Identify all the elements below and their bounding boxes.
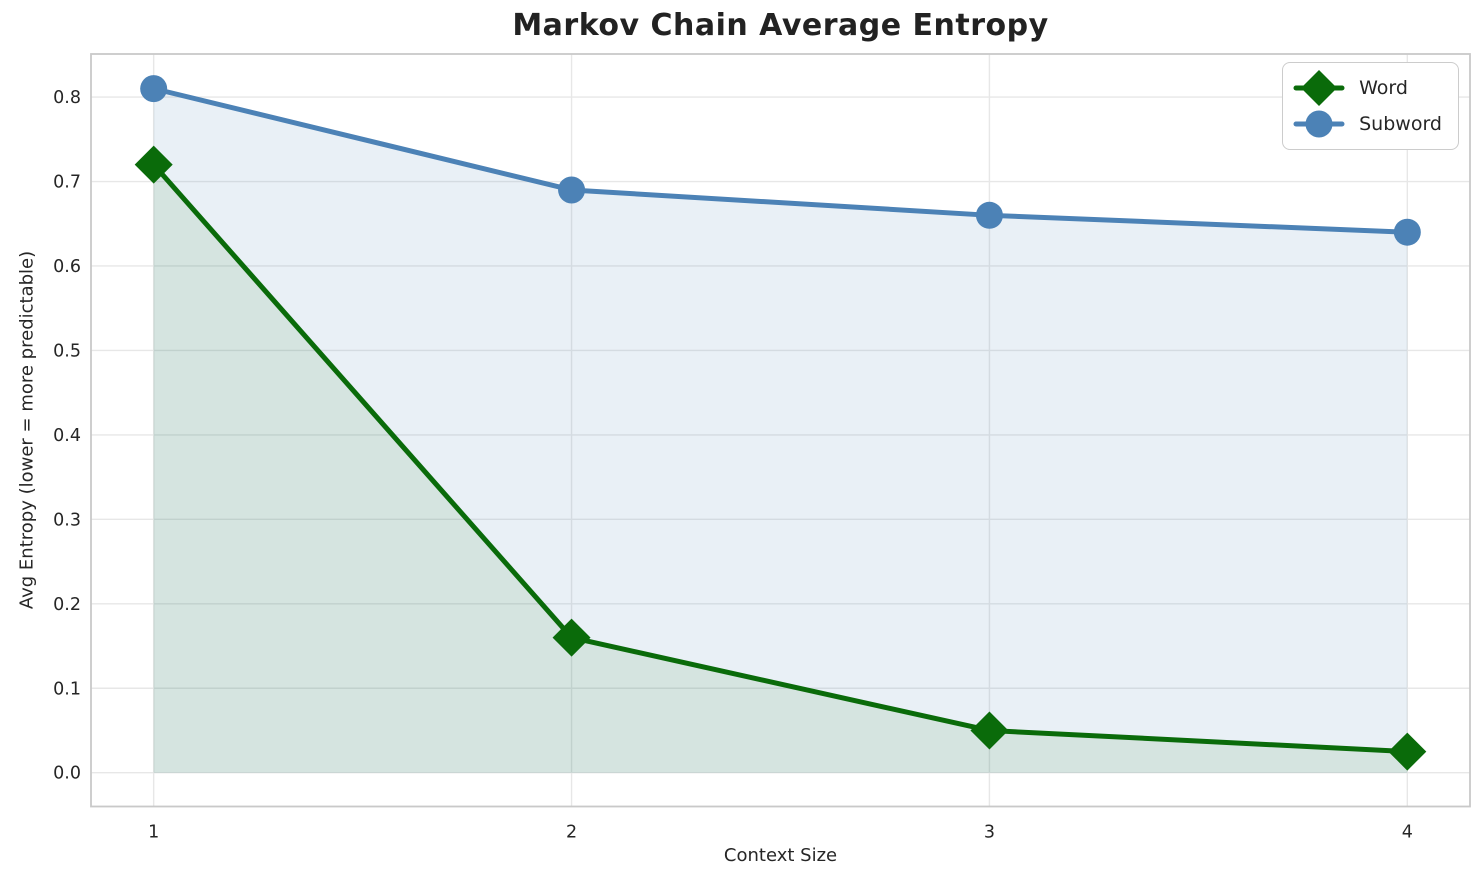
legend-label-word: Word — [1359, 77, 1408, 99]
marker-word-4 — [1388, 732, 1427, 771]
axes-spines — [90, 53, 1471, 808]
series-subword-line — [151, 86, 1410, 235]
legend-item-word: Word — [1293, 70, 1442, 106]
legend: Word Subword — [1282, 62, 1459, 150]
tick-label-x-1: 1 — [148, 823, 159, 843]
word-diamond-icon — [1293, 70, 1345, 106]
x-axis-label: Context Size — [723, 845, 838, 866]
series-word-line — [151, 162, 1410, 755]
tick-label-x-4: 4 — [1402, 823, 1413, 843]
marker-word-2 — [552, 618, 591, 657]
series-subword-fill — [153, 88, 1408, 773]
tick-label-y-0.4: 0.4 — [53, 426, 81, 446]
marker-subword-1 — [140, 75, 168, 103]
tick-label-x-3: 3 — [984, 823, 995, 843]
marker-subword-4 — [1393, 218, 1421, 246]
tick-label-y-0.1: 0.1 — [53, 679, 81, 699]
chart-title: Markov Chain Average Entropy — [512, 8, 1049, 43]
tick-label-y-0.2: 0.2 — [53, 595, 81, 615]
marker-subword-2 — [558, 176, 586, 204]
tick-label-y-0.5: 0.5 — [53, 341, 81, 361]
tick-label-y-0.0: 0.0 — [53, 764, 81, 784]
marker-subword-3 — [975, 201, 1003, 229]
plot-area — [91, 54, 1470, 807]
tick-label-y-0.6: 0.6 — [53, 257, 81, 277]
tick-label-y-0.8: 0.8 — [53, 88, 81, 108]
marker-word-3 — [970, 711, 1009, 750]
marker-word-1 — [134, 145, 173, 184]
tick-label-x-2: 2 — [566, 823, 577, 843]
series-word-fill — [153, 164, 1408, 773]
y-axis-label: Avg Entropy (lower = more predictable) — [16, 250, 38, 610]
tick-label-y-0.7: 0.7 — [53, 173, 81, 193]
legend-item-subword: Subword — [1293, 107, 1442, 141]
tick-label-y-0.3: 0.3 — [53, 510, 81, 530]
subword-circle-icon — [1293, 110, 1345, 138]
legend-label-subword: Subword — [1359, 113, 1442, 135]
